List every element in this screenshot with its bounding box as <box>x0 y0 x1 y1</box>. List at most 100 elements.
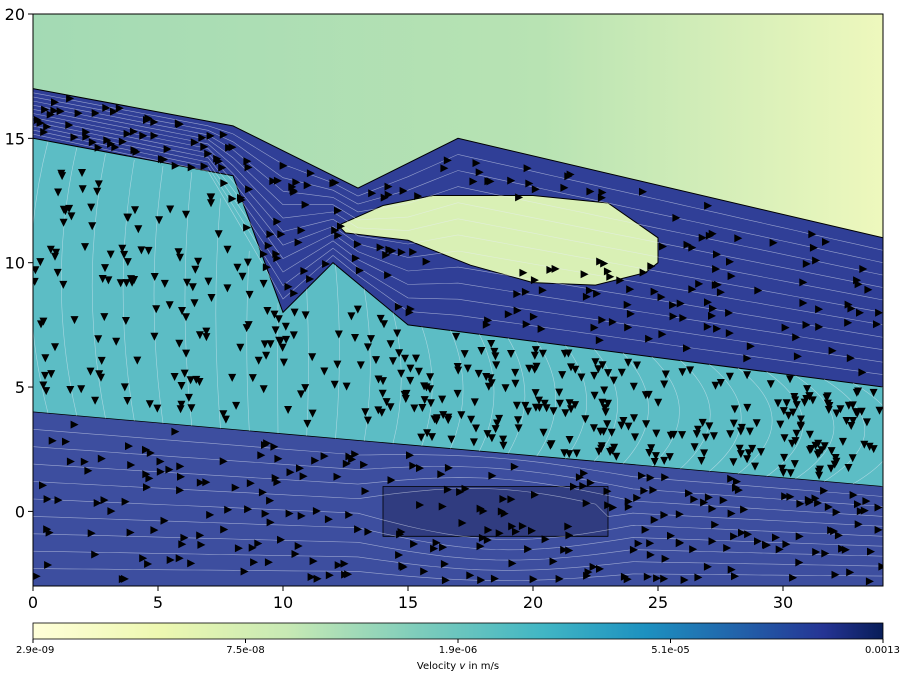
velocity-marker <box>271 474 280 482</box>
velocity-marker <box>846 568 855 577</box>
velocity-marker <box>744 449 753 458</box>
velocity-marker <box>200 142 209 151</box>
velocity-marker <box>273 217 282 226</box>
velocity-marker <box>754 286 763 295</box>
velocity-marker <box>683 344 691 353</box>
velocity-marker <box>565 531 574 540</box>
velocity-marker <box>143 483 151 492</box>
velocity-marker <box>805 498 814 507</box>
velocity-marker <box>165 301 174 310</box>
velocity-marker <box>645 449 654 457</box>
velocity-marker <box>512 527 520 536</box>
velocity-marker <box>422 257 431 266</box>
velocity-marker <box>458 519 467 527</box>
velocity-marker <box>856 507 865 516</box>
velocity-marker <box>698 418 707 427</box>
velocity-marker <box>432 538 441 547</box>
velocity-marker <box>661 473 670 482</box>
velocity-marker <box>751 462 759 471</box>
velocity-marker <box>646 473 655 482</box>
x-tick-label: 15 <box>398 593 418 612</box>
velocity-marker <box>228 194 237 203</box>
velocity-marker <box>246 479 255 488</box>
velocity-marker <box>56 107 65 116</box>
velocity-marker <box>629 382 638 391</box>
velocity-marker <box>273 254 282 263</box>
velocity-marker <box>511 379 520 388</box>
velocity-marker <box>571 401 580 410</box>
velocity-marker <box>387 476 396 485</box>
velocity-marker <box>634 539 643 548</box>
velocity-marker <box>815 449 824 458</box>
streamline <box>33 129 883 363</box>
velocity-marker <box>54 188 63 197</box>
velocity-marker <box>803 385 812 394</box>
velocity-marker <box>812 548 821 556</box>
velocity-marker <box>122 279 131 288</box>
velocity-marker <box>301 311 310 320</box>
velocity-marker <box>626 285 635 294</box>
streamline <box>33 481 883 527</box>
velocity-marker <box>791 437 800 446</box>
velocity-marker <box>250 558 259 567</box>
velocity-marker <box>322 260 331 268</box>
velocity-marker <box>78 169 86 177</box>
velocity-marker <box>221 415 230 424</box>
velocity-marker <box>433 414 441 423</box>
velocity-marker <box>555 388 564 397</box>
velocity-marker <box>745 427 754 436</box>
velocity-marker <box>294 542 303 550</box>
velocity-marker <box>57 169 66 178</box>
velocity-marker <box>441 576 450 585</box>
velocity-marker <box>529 312 538 321</box>
velocity-marker <box>726 257 734 266</box>
velocity-marker <box>51 343 59 352</box>
velocity-marker <box>874 525 883 534</box>
velocity-marker <box>182 349 191 358</box>
velocity-marker <box>606 272 615 281</box>
velocity-marker <box>286 468 295 477</box>
velocity-marker <box>306 275 315 283</box>
velocity-marker <box>430 544 439 553</box>
velocity-marker <box>799 299 808 307</box>
velocity-marker <box>704 493 713 502</box>
velocity-marker <box>530 351 539 360</box>
velocity-marker <box>130 146 139 155</box>
velocity-marker <box>772 533 780 542</box>
velocity-marker <box>504 310 513 319</box>
velocity-marker <box>729 419 738 428</box>
velocity-marker <box>142 445 150 454</box>
velocity-marker <box>294 238 303 247</box>
streamline <box>246 250 250 431</box>
velocity-marker <box>285 509 294 518</box>
velocity-marker <box>178 540 187 549</box>
velocity-marker <box>330 380 339 389</box>
velocity-marker <box>414 367 423 376</box>
velocity-marker <box>703 562 712 571</box>
velocity-marker <box>492 361 501 370</box>
velocity-marker <box>849 417 857 425</box>
streamline <box>33 100 883 276</box>
velocity-marker <box>791 396 800 405</box>
velocity-marker <box>541 535 550 544</box>
velocity-marker <box>282 335 291 344</box>
velocity-marker <box>289 331 298 340</box>
velocity-marker <box>766 380 775 389</box>
velocity-marker <box>469 177 478 186</box>
velocity-marker <box>598 361 607 370</box>
velocity-marker <box>320 367 329 376</box>
velocity-marker <box>437 470 446 479</box>
velocity-marker <box>444 463 453 472</box>
velocity-marker <box>873 320 881 329</box>
velocity-marker <box>142 470 151 479</box>
velocity-marker <box>731 572 739 581</box>
x-tick-label: 10 <box>273 593 293 612</box>
velocity-marker <box>84 466 93 475</box>
velocity-marker <box>397 248 406 257</box>
streamline <box>33 117 883 326</box>
streamline <box>852 382 883 485</box>
velocity-marker <box>620 572 629 581</box>
velocity-marker <box>507 350 515 358</box>
colorbar-label: Velocity v in m/s <box>417 661 499 672</box>
velocity-marker <box>754 537 762 546</box>
